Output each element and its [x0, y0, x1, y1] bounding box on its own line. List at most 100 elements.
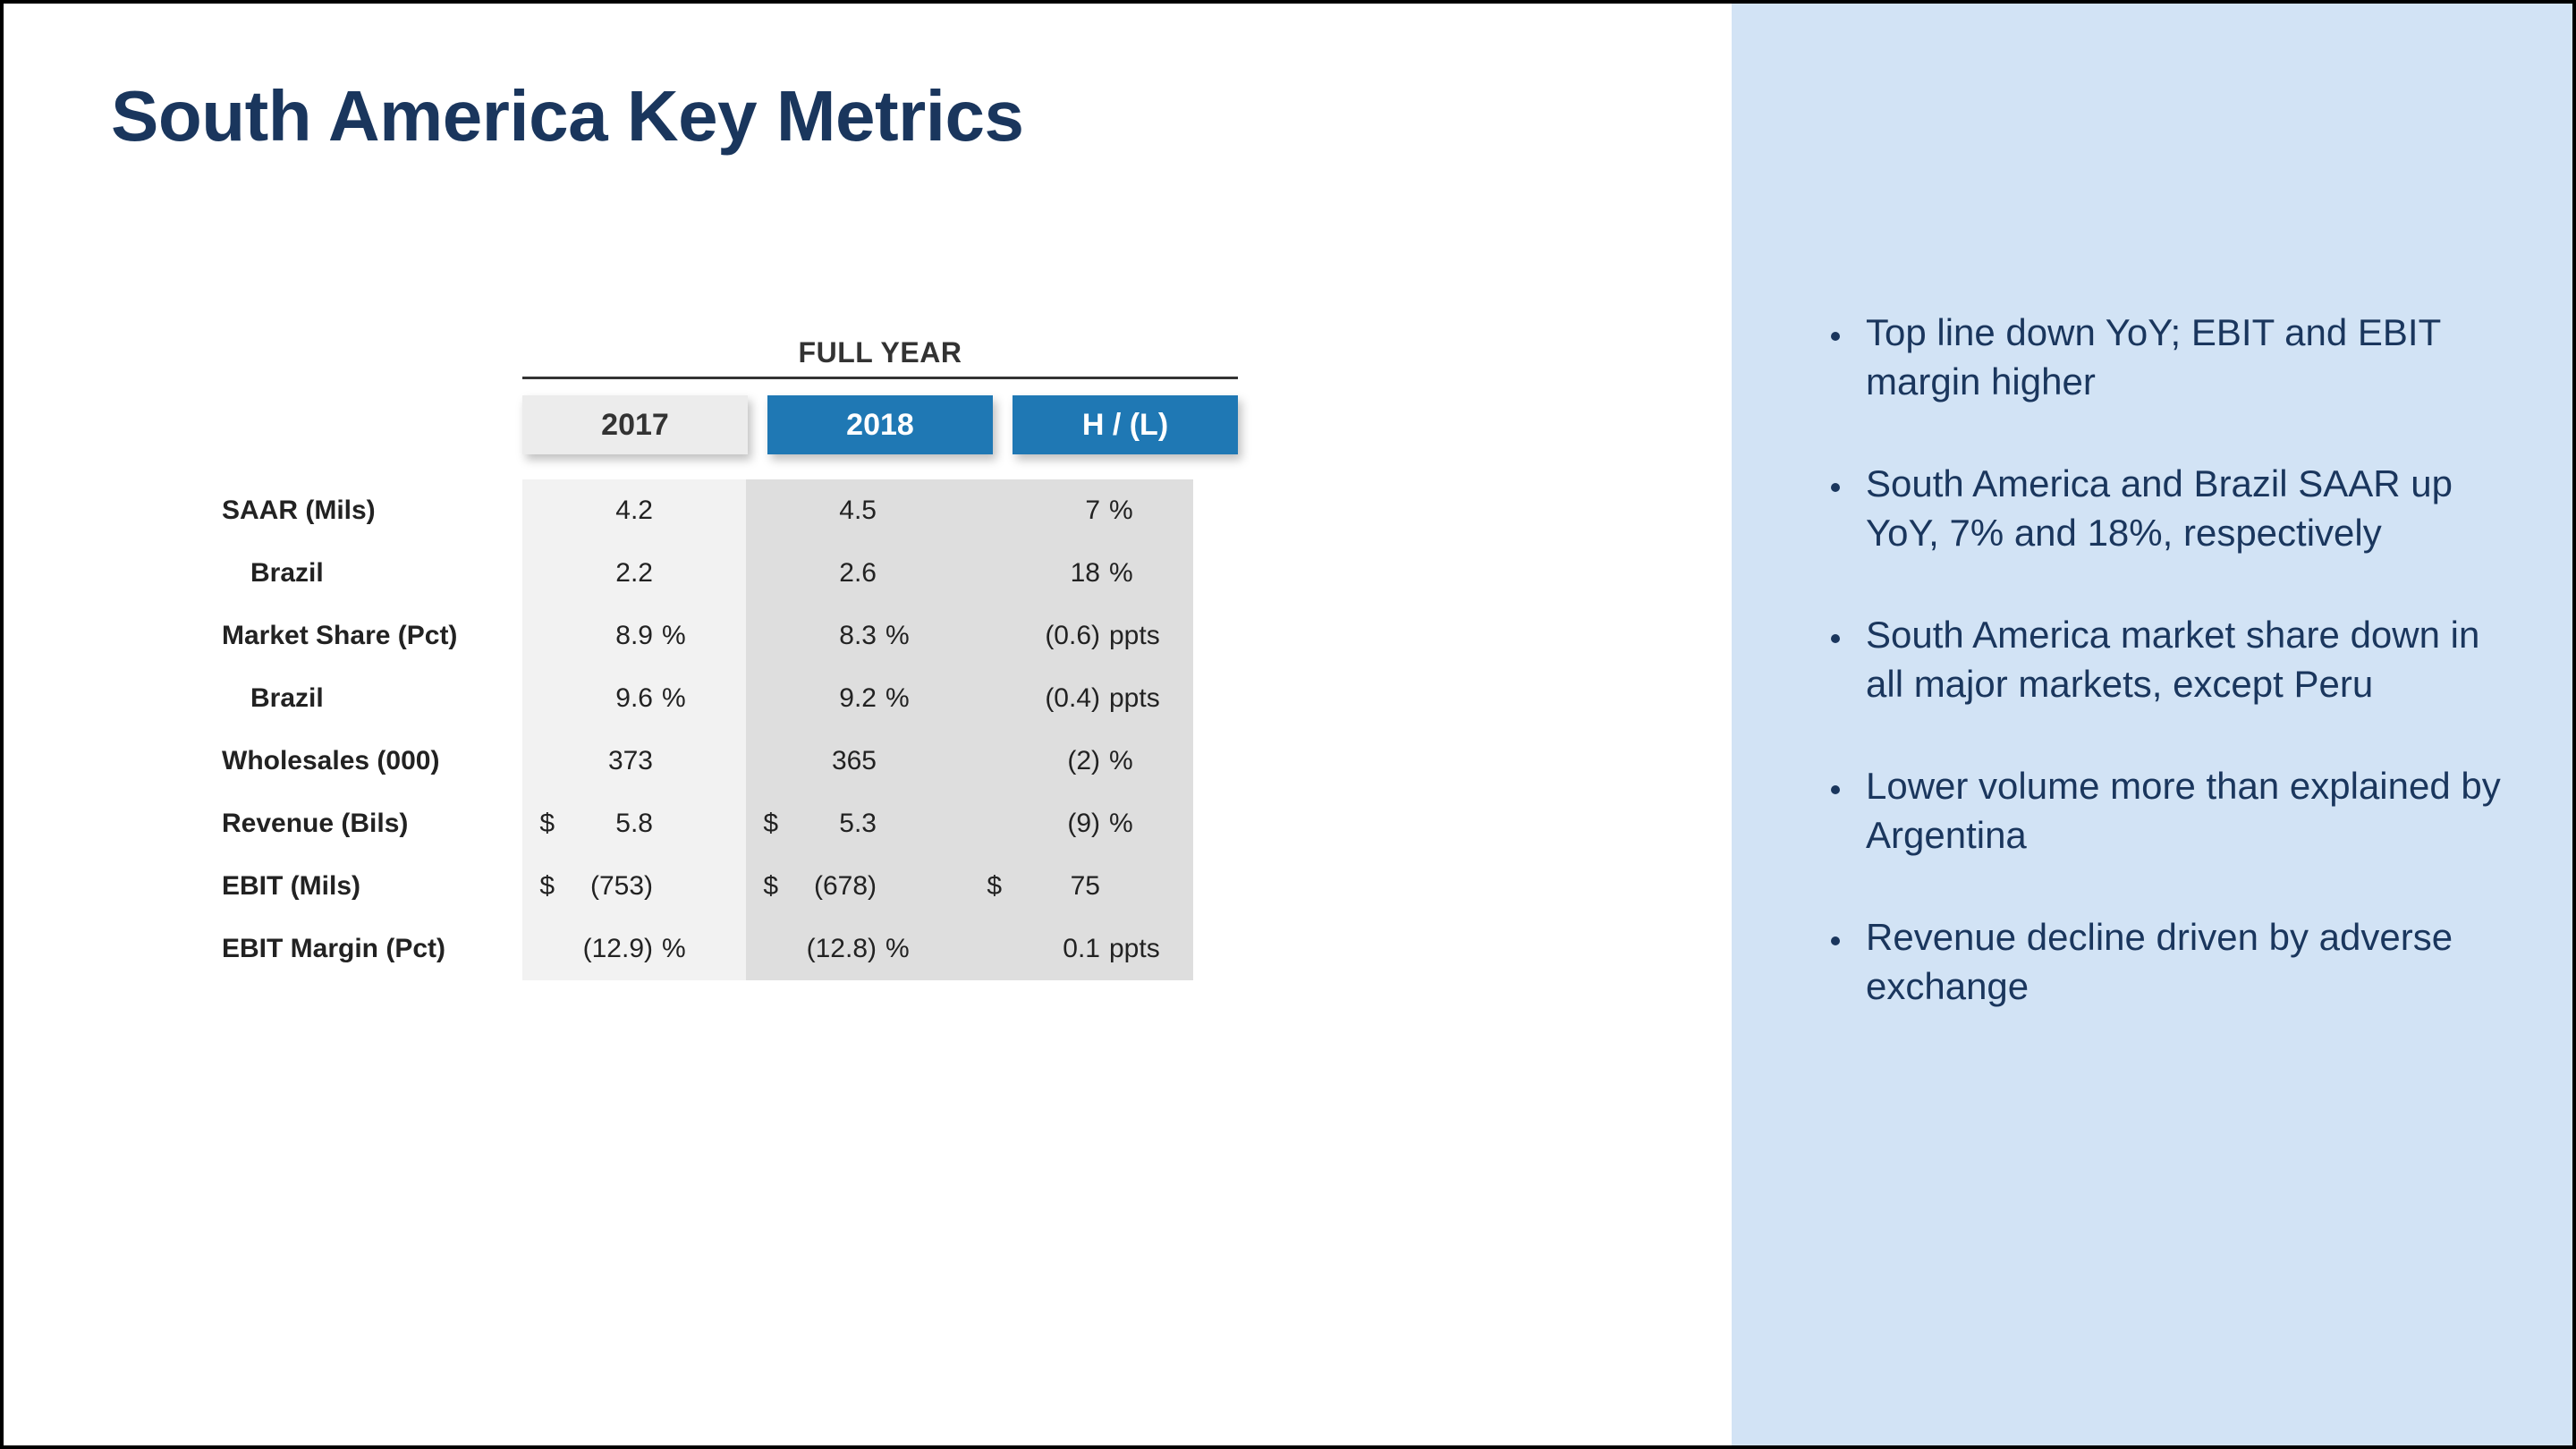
column-header-row: 2017 2018 H / (L): [522, 395, 1238, 454]
sidebar: Top line down YoY; EBIT and EBIT margin …: [1732, 4, 2572, 1445]
table-cell: 8.9%: [522, 605, 746, 667]
row-label: Wholesales (000): [218, 730, 522, 792]
table-cell: 365: [746, 730, 970, 792]
cell-suffix: %: [653, 621, 724, 651]
table-cell: 373: [522, 730, 746, 792]
bullet-item: Lower volume more than explained by Arge…: [1855, 761, 2501, 860]
table-cell: (12.9)%: [522, 918, 746, 980]
bullet-item: South America market share down in all m…: [1855, 610, 2501, 709]
cell-suffix: %: [1100, 558, 1172, 589]
table-cell: 18%: [970, 542, 1193, 605]
cell-suffix: %: [1100, 746, 1172, 776]
cell-suffix: %: [653, 934, 724, 964]
cell-value: (12.8): [787, 934, 877, 964]
cell-prefix: $: [970, 871, 1011, 902]
cell-prefix: $: [522, 871, 564, 902]
cell-prefix: [522, 934, 564, 964]
cell-value: 365: [787, 746, 877, 776]
cell-suffix: [653, 558, 724, 589]
cell-value: (678): [787, 871, 877, 902]
table-cell: (2)%: [970, 730, 1193, 792]
cell-suffix: [877, 496, 948, 526]
cell-suffix: [877, 746, 948, 776]
cell-prefix: [746, 496, 787, 526]
col-header-2017: 2017: [522, 395, 748, 454]
cell-value: 2.6: [787, 558, 877, 589]
cell-suffix: [877, 871, 948, 902]
table-cell: (9)%: [970, 792, 1193, 855]
cell-suffix: %: [877, 934, 948, 964]
row-label: Brazil: [218, 542, 522, 605]
cell-suffix: %: [877, 621, 948, 651]
cell-suffix: %: [877, 683, 948, 714]
table-cell: $5.3: [746, 792, 970, 855]
table-cell: 0.1ppts: [970, 918, 1193, 980]
cell-prefix: [970, 496, 1011, 526]
table-cell: 9.2%: [746, 667, 970, 730]
cell-value: 2.2: [564, 558, 653, 589]
cell-suffix: %: [1100, 496, 1172, 526]
cell-value: 5.8: [564, 809, 653, 839]
table-cell: $(678): [746, 855, 970, 918]
row-label: Brazil: [218, 667, 522, 730]
cell-value: 8.9: [564, 621, 653, 651]
bullet-list: Top line down YoY; EBIT and EBIT margin …: [1812, 308, 2501, 1011]
cell-suffix: ppts: [1100, 934, 1172, 964]
full-year-rule: [522, 377, 1238, 379]
bullet-item: South America and Brazil SAAR up YoY, 7%…: [1855, 459, 2501, 558]
slide: South America Key Metrics FULL YEAR 2017…: [4, 4, 2572, 1445]
cell-value: 9.2: [787, 683, 877, 714]
cell-suffix: [877, 809, 948, 839]
cell-prefix: [746, 746, 787, 776]
cell-prefix: [522, 496, 564, 526]
table-cell: $5.8: [522, 792, 746, 855]
cell-prefix: [522, 746, 564, 776]
table-cell: 7%: [970, 479, 1193, 542]
row-label: EBIT Margin (Pct): [218, 918, 522, 980]
cell-suffix: [653, 746, 724, 776]
cell-prefix: [970, 621, 1011, 651]
cell-value: 4.5: [787, 496, 877, 526]
data-grid: SAAR (Mils)4.24.57%Brazil2.22.618%Market…: [218, 479, 1238, 980]
cell-prefix: [746, 558, 787, 589]
cell-value: 373: [564, 746, 653, 776]
cell-value: 18: [1011, 558, 1100, 589]
cell-suffix: [877, 558, 948, 589]
cell-suffix: %: [653, 683, 724, 714]
cell-prefix: $: [522, 809, 564, 839]
cell-value: 5.3: [787, 809, 877, 839]
cell-value: (9): [1011, 809, 1100, 839]
cell-prefix: [522, 558, 564, 589]
cell-prefix: [522, 683, 564, 714]
cell-value: (753): [564, 871, 653, 902]
col-header-hl: H / (L): [1013, 395, 1238, 454]
table-cell: (12.8)%: [746, 918, 970, 980]
cell-prefix: [522, 621, 564, 651]
cell-suffix: ppts: [1100, 621, 1172, 651]
cell-value: 8.3: [787, 621, 877, 651]
cell-prefix: [970, 683, 1011, 714]
table-cell: 2.6: [746, 542, 970, 605]
cell-value: (0.4): [1011, 683, 1100, 714]
table-cell: 4.2: [522, 479, 746, 542]
cell-suffix: [653, 809, 724, 839]
row-label: Market Share (Pct): [218, 605, 522, 667]
cell-value: 7: [1011, 496, 1100, 526]
cell-suffix: %: [1100, 809, 1172, 839]
page-title: South America Key Metrics: [111, 75, 1642, 157]
cell-value: (0.6): [1011, 621, 1100, 651]
bullet-item: Revenue decline driven by adverse exchan…: [1855, 912, 2501, 1012]
cell-prefix: [746, 621, 787, 651]
main-content: South America Key Metrics FULL YEAR 2017…: [4, 4, 1732, 1445]
cell-value: 75: [1011, 871, 1100, 902]
cell-prefix: [746, 934, 787, 964]
table-cell: 4.5: [746, 479, 970, 542]
table-cell: (0.6)ppts: [970, 605, 1193, 667]
cell-value: (2): [1011, 746, 1100, 776]
col-header-2018: 2018: [767, 395, 993, 454]
cell-value: 9.6: [564, 683, 653, 714]
cell-suffix: ppts: [1100, 683, 1172, 714]
cell-prefix: [970, 558, 1011, 589]
cell-prefix: $: [746, 871, 787, 902]
table-cell: $(753): [522, 855, 746, 918]
